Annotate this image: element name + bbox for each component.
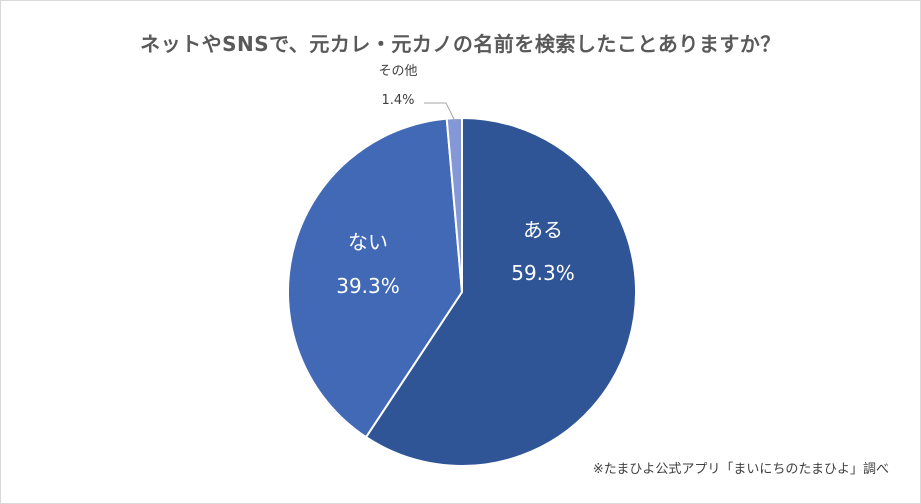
slice-label-1: ない <box>348 230 388 254</box>
leader-lines <box>424 102 456 122</box>
pie-slice-1 <box>287 117 463 439</box>
pie-slice-2 <box>445 117 463 293</box>
slice-value-label-2: 1.4% <box>381 93 414 108</box>
slice-value-label-0: 59.3% <box>511 261 575 285</box>
pie-slices <box>287 117 637 467</box>
slice-labels: ある 59.3% ない 39.3% その他 1.4% <box>336 64 575 298</box>
slice-label-2: その他 <box>378 64 417 79</box>
leader-line-2 <box>424 102 456 122</box>
slice-label-0: ある <box>523 218 563 242</box>
chart-title: ネットやSNSで、元カレ・元カノの名前を検索したことありますか？ <box>140 32 781 56</box>
slice-value-label-1: 39.3% <box>336 274 400 298</box>
source-note: ※たまひよ公式アプリ「まいにちのたまひよ」調べ <box>592 462 889 477</box>
pie-slice-0 <box>365 117 637 467</box>
